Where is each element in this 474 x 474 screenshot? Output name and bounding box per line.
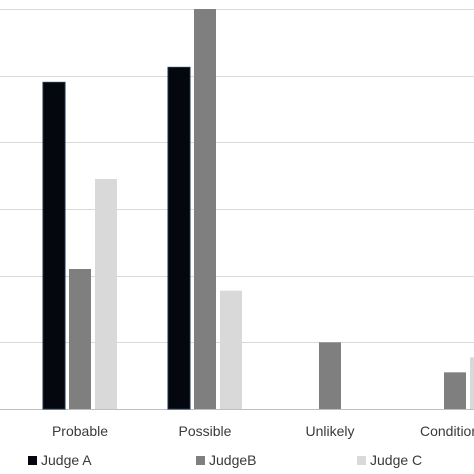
legend-label: Judge A (41, 452, 92, 468)
bar-judge-c-possible (220, 290, 242, 409)
legend: Judge A JudgeB Judge C (28, 452, 422, 468)
bar-judgeb-probable (69, 269, 91, 409)
legend-swatch (196, 456, 205, 465)
x-tick-label: Probable (52, 423, 108, 439)
bars (42, 9, 474, 410)
x-tick-label: Conditional (420, 423, 474, 439)
bar-judge-c-conditional (470, 357, 474, 409)
bar-judge-c-probable (95, 179, 117, 409)
legend-label: Judge C (370, 452, 422, 468)
x-tick-label: Unlikely (305, 423, 354, 439)
legend-swatch (28, 456, 37, 465)
legend-label: JudgeB (209, 452, 256, 468)
bar-judge-a-probable (42, 81, 66, 410)
bar-judge-a-possible (167, 66, 191, 410)
x-axis-labels: Probable Possible Unlikely Conditional (52, 423, 474, 439)
bar-judgeb-possible (194, 9, 216, 409)
bar-judgeb-unlikely (319, 342, 341, 409)
x-tick-label: Possible (179, 423, 232, 439)
legend-swatch (357, 456, 366, 465)
bar-judgeb-conditional (444, 372, 466, 409)
